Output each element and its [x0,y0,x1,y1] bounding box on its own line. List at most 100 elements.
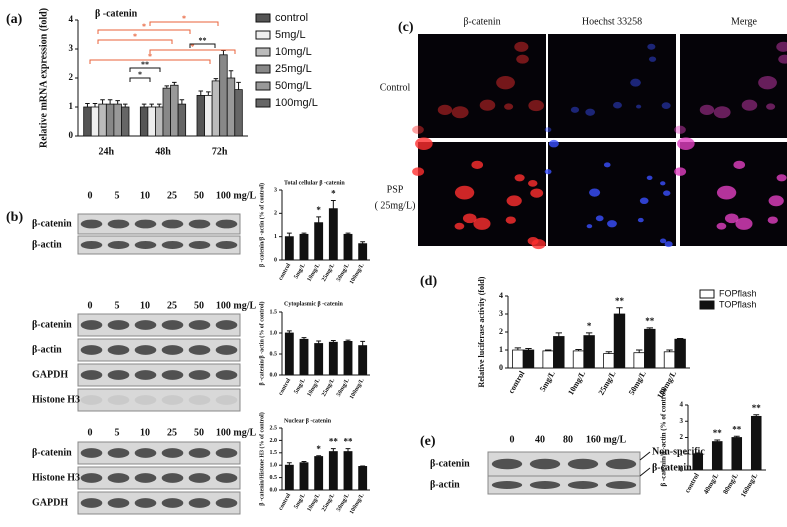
error-bar [228,70,234,78]
blot-band [215,241,238,249]
blot-band [80,345,103,355]
error-bar [149,103,154,107]
blot-band [134,320,157,330]
blot-band [161,241,184,249]
bar [343,451,353,491]
y-axis-label: β -catenin/β -actin (% of control) [258,183,265,267]
significance-mark: * [316,205,321,215]
row-label: GAPDH [32,497,68,508]
error-bar [206,91,211,96]
error-bar [555,332,562,337]
significance-bracket [149,21,219,26]
significance-bracket [149,49,236,54]
significance-bracket [97,29,191,34]
blot-band [107,448,130,458]
y-tick-label: 1 [680,449,684,457]
blot-band [134,498,157,508]
cell [595,215,604,222]
lane-label: 0 [88,300,93,311]
cell [660,181,666,186]
cell [514,174,525,182]
error-bar [122,103,128,107]
error-bar [92,103,98,107]
cell [473,217,491,230]
x-tick-label: control [507,369,527,395]
y-tick-label: 1 [69,101,74,111]
bar [113,103,122,137]
cell [724,213,739,224]
lane-label: 0 [510,434,515,445]
cell [636,104,642,109]
lane-label: 25 [167,190,177,201]
blot-band [491,458,523,470]
micrograph [680,34,787,138]
blot-strip [77,338,241,362]
row-label: β-catenin [32,319,72,330]
y-tick-label: 3 [499,309,503,318]
lane-label: 0 [88,190,93,201]
error-bar [345,448,351,452]
bar [603,353,615,369]
y-tick-label: 0 [680,466,684,474]
legend-swatch [699,289,715,299]
blot-band [188,345,211,355]
bar [226,77,236,137]
x-tick-label: 50mg/L [336,493,351,513]
y-tick-label: 2 [274,211,277,217]
micrograph [418,34,546,138]
micrograph [418,142,546,246]
x-tick-label: 10mg/L [566,369,587,396]
bar [711,441,723,471]
blot-band [188,395,211,405]
panel-label: (c) [398,20,414,35]
legend-label: 5mg/L [275,29,306,41]
error-bar [286,462,292,466]
blot-strip [77,466,241,490]
bar [314,343,324,376]
x-tick-label: 5mg/L [293,493,307,510]
blot-band [80,370,103,380]
y-tick-label: 3 [680,417,684,425]
blot-band [215,498,238,508]
x-tick-label: 10mg/L [307,263,322,283]
row-label: PSP [387,184,404,195]
significance-bracket [129,77,151,82]
blot-band [134,395,157,405]
x-tick-label: 25mg/L [321,493,336,513]
significance-mark: ** [199,36,207,45]
x-tick-label: 5mg/L [293,378,307,395]
y-tick-label: 4 [499,291,503,300]
bar [147,106,156,137]
cell [412,167,425,176]
error-bar [301,460,307,463]
bar [139,106,149,137]
error-bar [330,340,336,343]
cell [664,241,673,248]
lane-label: 100 mg/L [216,190,257,201]
y-tick-label: 2.0 [270,438,278,444]
blot-band [80,219,103,229]
error-bar [301,232,307,235]
y-tick-label: 1 [274,234,277,240]
x-tick-label: 5mg/L [293,263,307,280]
error-bar [156,103,162,107]
blot-band [161,473,184,483]
cell [516,54,529,64]
error-bar [286,232,292,237]
cell [661,102,671,109]
row-label: β-catenin [430,458,470,469]
blot-band [188,320,211,330]
bar [572,350,585,369]
cell [528,100,544,112]
bar [674,338,686,369]
x-tick-label: 25mg/L [597,369,618,396]
bar [343,233,353,261]
bar [522,349,535,369]
panel-label: (d) [420,274,437,289]
error-bar [179,99,185,105]
legend-swatch [255,47,271,57]
cell [548,139,559,148]
cell [462,213,477,224]
significance-mark: * [148,52,152,61]
cell [699,104,715,115]
